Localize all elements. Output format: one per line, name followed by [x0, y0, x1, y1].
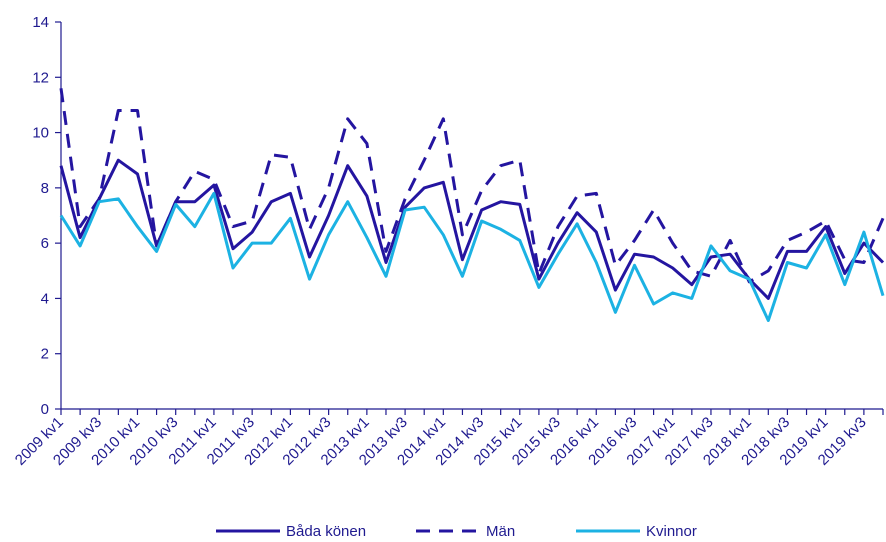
- legend: Båda könen Män Kvinnor: [216, 523, 697, 540]
- y-tick-label: 0: [41, 401, 49, 418]
- series-lines: [59, 88, 885, 322]
- y-tick-label: 12: [32, 69, 49, 86]
- y-tick-label: 8: [41, 180, 49, 197]
- y-tick-label: 2: [41, 346, 49, 363]
- legend-label: Kvinnor: [646, 523, 697, 540]
- y-tick-label: 4: [41, 290, 49, 307]
- legend-label: Män: [486, 523, 515, 540]
- legend-label: Båda könen: [286, 523, 366, 540]
- series-line-2: [59, 191, 885, 322]
- series-line-1: [59, 88, 885, 284]
- y-tick-label: 10: [32, 125, 49, 142]
- y-tick-label: 6: [41, 235, 49, 252]
- y-tick-label: 14: [32, 14, 49, 31]
- y-axis: 0 2 4 6 8 10 12 14: [32, 14, 62, 418]
- series-line-0: [59, 158, 885, 300]
